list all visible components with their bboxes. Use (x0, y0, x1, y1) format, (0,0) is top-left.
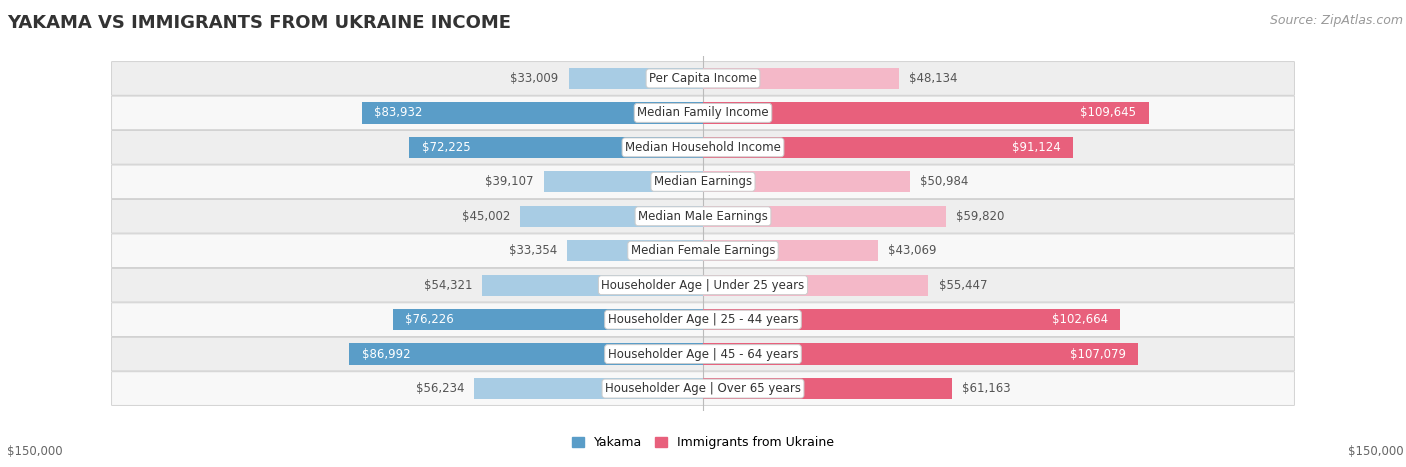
Text: $61,163: $61,163 (962, 382, 1011, 395)
Bar (350, 343, 703, 365)
Bar (361, 102, 703, 124)
Text: $91,124: $91,124 (1012, 141, 1062, 154)
Text: $48,134: $48,134 (908, 72, 957, 85)
Bar (703, 240, 879, 262)
Text: $150,000: $150,000 (7, 445, 63, 458)
Bar (544, 171, 703, 192)
Text: $86,992: $86,992 (361, 347, 411, 361)
FancyBboxPatch shape (111, 199, 1295, 233)
Bar (482, 275, 703, 296)
FancyBboxPatch shape (111, 372, 1295, 405)
Text: Source: ZipAtlas.com: Source: ZipAtlas.com (1270, 14, 1403, 27)
FancyBboxPatch shape (111, 62, 1295, 95)
Text: Householder Age | Over 65 years: Householder Age | Over 65 years (605, 382, 801, 395)
Text: Householder Age | Under 25 years: Householder Age | Under 25 years (602, 279, 804, 292)
Text: $83,932: $83,932 (374, 106, 422, 120)
Bar (703, 102, 1149, 124)
Bar (703, 343, 1139, 365)
Bar (703, 171, 910, 192)
Bar (520, 205, 703, 227)
Bar (394, 309, 703, 330)
Text: $33,354: $33,354 (509, 244, 557, 257)
Text: $59,820: $59,820 (956, 210, 1005, 223)
Legend: Yakama, Immigrants from Ukraine: Yakama, Immigrants from Ukraine (567, 432, 839, 454)
Text: Per Capita Income: Per Capita Income (650, 72, 756, 85)
Text: $50,984: $50,984 (921, 175, 969, 188)
FancyBboxPatch shape (111, 337, 1295, 371)
Bar (703, 309, 1121, 330)
Bar (703, 205, 946, 227)
FancyBboxPatch shape (111, 234, 1295, 268)
Text: Householder Age | 25 - 44 years: Householder Age | 25 - 44 years (607, 313, 799, 326)
FancyBboxPatch shape (111, 303, 1295, 336)
Text: $56,234: $56,234 (416, 382, 464, 395)
Bar (474, 378, 703, 399)
FancyBboxPatch shape (111, 131, 1295, 164)
Text: YAKAMA VS IMMIGRANTS FROM UKRAINE INCOME: YAKAMA VS IMMIGRANTS FROM UKRAINE INCOME (7, 14, 510, 32)
Bar (409, 137, 703, 158)
Text: Median Household Income: Median Household Income (626, 141, 780, 154)
Text: $76,226: $76,226 (405, 313, 454, 326)
Bar (703, 275, 928, 296)
Text: $33,009: $33,009 (510, 72, 558, 85)
FancyBboxPatch shape (111, 165, 1295, 198)
Text: $55,447: $55,447 (939, 279, 987, 292)
Text: Median Earnings: Median Earnings (654, 175, 752, 188)
Text: $150,000: $150,000 (1347, 445, 1403, 458)
Text: Median Family Income: Median Family Income (637, 106, 769, 120)
Bar (703, 137, 1073, 158)
Bar (703, 68, 898, 89)
Text: Householder Age | 45 - 64 years: Householder Age | 45 - 64 years (607, 347, 799, 361)
Bar (703, 378, 952, 399)
Text: $109,645: $109,645 (1080, 106, 1136, 120)
FancyBboxPatch shape (111, 269, 1295, 302)
Bar (568, 240, 703, 262)
FancyBboxPatch shape (111, 96, 1295, 130)
Text: Median Male Earnings: Median Male Earnings (638, 210, 768, 223)
Text: $107,079: $107,079 (1070, 347, 1126, 361)
Text: $102,664: $102,664 (1052, 313, 1108, 326)
Text: $43,069: $43,069 (889, 244, 936, 257)
Text: $45,002: $45,002 (461, 210, 510, 223)
Text: Median Female Earnings: Median Female Earnings (631, 244, 775, 257)
Bar (569, 68, 703, 89)
Text: $54,321: $54,321 (423, 279, 472, 292)
Text: $72,225: $72,225 (422, 141, 470, 154)
Text: $39,107: $39,107 (485, 175, 534, 188)
